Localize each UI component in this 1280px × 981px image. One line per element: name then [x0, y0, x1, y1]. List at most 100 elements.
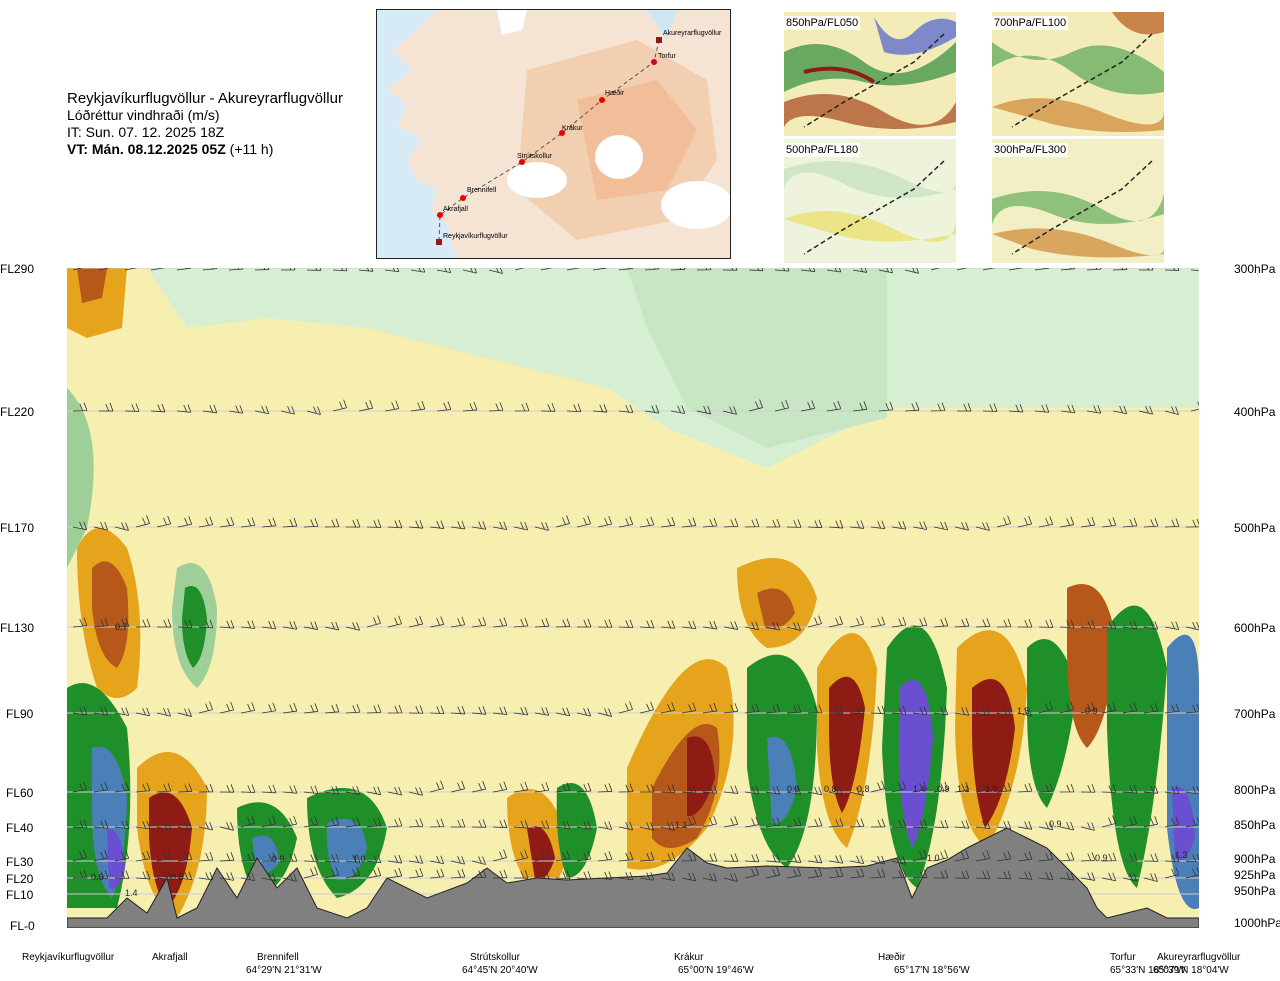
wind-barb	[618, 404, 634, 414]
wind-barb	[114, 618, 130, 628]
wind-barb	[1017, 871, 1033, 880]
wind-barb	[135, 850, 151, 862]
wind-barb	[618, 851, 634, 862]
wind-barb	[954, 870, 970, 879]
updraft-region	[1027, 639, 1077, 808]
wind-barb	[765, 621, 781, 631]
wind-barb	[492, 849, 507, 862]
wind-barb	[975, 820, 991, 830]
fl-label: FL40	[6, 821, 34, 835]
wind-barb	[723, 621, 739, 630]
wind-barb	[870, 705, 886, 715]
fl-label: FL130	[0, 621, 35, 635]
chart-header: Reykjavíkurflugvöllur - Akureyrarflugvöl…	[67, 90, 387, 158]
wind-barb	[1080, 701, 1096, 714]
wind-barb	[429, 616, 445, 628]
wind-barb-layer	[72, 258, 1206, 883]
location-label: Brennifell 64°29'N 21°31'W	[246, 951, 322, 977]
wind-barb	[996, 618, 1012, 628]
wind-barb	[597, 619, 613, 628]
wind-barb	[744, 853, 760, 863]
updraft-region	[326, 818, 367, 881]
wind-barb	[681, 517, 697, 528]
wind-barb	[597, 871, 613, 880]
wind-barb	[513, 617, 529, 628]
wind-barb	[1101, 702, 1117, 714]
contour-annotation: 0.8	[824, 784, 837, 794]
wind-barb	[576, 782, 592, 793]
wind-barb	[1059, 871, 1075, 881]
wind-barb	[198, 701, 213, 714]
wind-barb	[826, 400, 842, 412]
location-label: Akrafjall	[152, 951, 188, 964]
wind-barb	[765, 786, 781, 795]
wind-barb	[597, 821, 613, 830]
wind-barb	[254, 405, 270, 415]
wind-barb	[282, 621, 298, 630]
valid-time-offset: (+11 h)	[225, 141, 274, 157]
wind-barb	[408, 787, 423, 796]
wind-barb	[933, 781, 949, 793]
location-name: Hæðir	[878, 952, 906, 963]
wind-barb	[240, 702, 256, 714]
location-coord: 65°00'N 19°46'W	[678, 965, 754, 976]
wind-barb	[1143, 703, 1159, 714]
wind-barb	[912, 706, 928, 715]
route-map-graphic: Akureyrarflugvöllur Torfur Hæðir Krákur …	[377, 10, 730, 258]
wind-barb	[324, 785, 340, 795]
wind-barb	[786, 786, 802, 795]
updraft-region	[107, 828, 125, 889]
wind-barb	[1080, 620, 1096, 629]
contour-annotation: 0.6	[91, 872, 104, 882]
wind-barb	[72, 402, 88, 412]
wind-barb	[576, 850, 592, 862]
wind-barb	[786, 519, 802, 528]
wind-barb	[1122, 702, 1138, 714]
wind-barb	[555, 707, 571, 717]
wind-barb	[1080, 852, 1096, 862]
wind-barb	[870, 616, 886, 628]
wind-barb	[429, 780, 444, 793]
minimap-500-label: 500hPa/FL180	[784, 143, 861, 157]
contour-annotation: 1.5	[1017, 706, 1030, 716]
downdraft-region	[1067, 584, 1117, 748]
wind-barb	[72, 869, 88, 879]
wind-barb	[408, 818, 424, 828]
wind-barb	[954, 707, 970, 716]
wind-barb	[1086, 405, 1102, 414]
wind-barb	[933, 521, 949, 531]
wind-barb	[387, 867, 403, 879]
wind-barb	[282, 815, 298, 828]
contour-annotation: 0.9	[787, 784, 800, 794]
wind-barb	[282, 873, 297, 882]
wind-barb	[618, 871, 634, 881]
wind-barb	[345, 854, 361, 863]
wind-barb	[933, 869, 949, 879]
minimap-850: 850hPa/FL050	[784, 12, 956, 136]
wind-barb	[345, 622, 360, 631]
wind-barb	[576, 871, 592, 880]
contour-annotation: 0.9	[1095, 853, 1108, 863]
wind-barb	[534, 707, 550, 716]
wind-barb	[261, 815, 276, 828]
wind-barb	[723, 785, 739, 794]
wind-barb	[1060, 404, 1076, 414]
wind-barb	[660, 517, 676, 528]
wind-barb	[72, 849, 87, 862]
wind-barb	[1101, 815, 1116, 828]
map-label-akureyri: Akureyrarflugvöllur	[663, 30, 722, 37]
wind-barb	[429, 818, 445, 828]
wind-barb	[93, 521, 109, 531]
wind-barb	[1101, 620, 1117, 629]
wind-barb	[639, 783, 655, 793]
map-label-haedir: Hæðir	[605, 89, 625, 97]
wind-barb	[1138, 406, 1154, 415]
wind-barb	[513, 706, 529, 716]
wind-barb	[660, 872, 676, 881]
map-label-torfur: Torfur	[658, 53, 677, 60]
wind-barb	[534, 618, 550, 628]
wind-barb	[849, 868, 865, 879]
contour-annotation: 1.0	[927, 853, 940, 863]
wind-barb	[891, 706, 907, 715]
wind-barb	[954, 849, 970, 862]
